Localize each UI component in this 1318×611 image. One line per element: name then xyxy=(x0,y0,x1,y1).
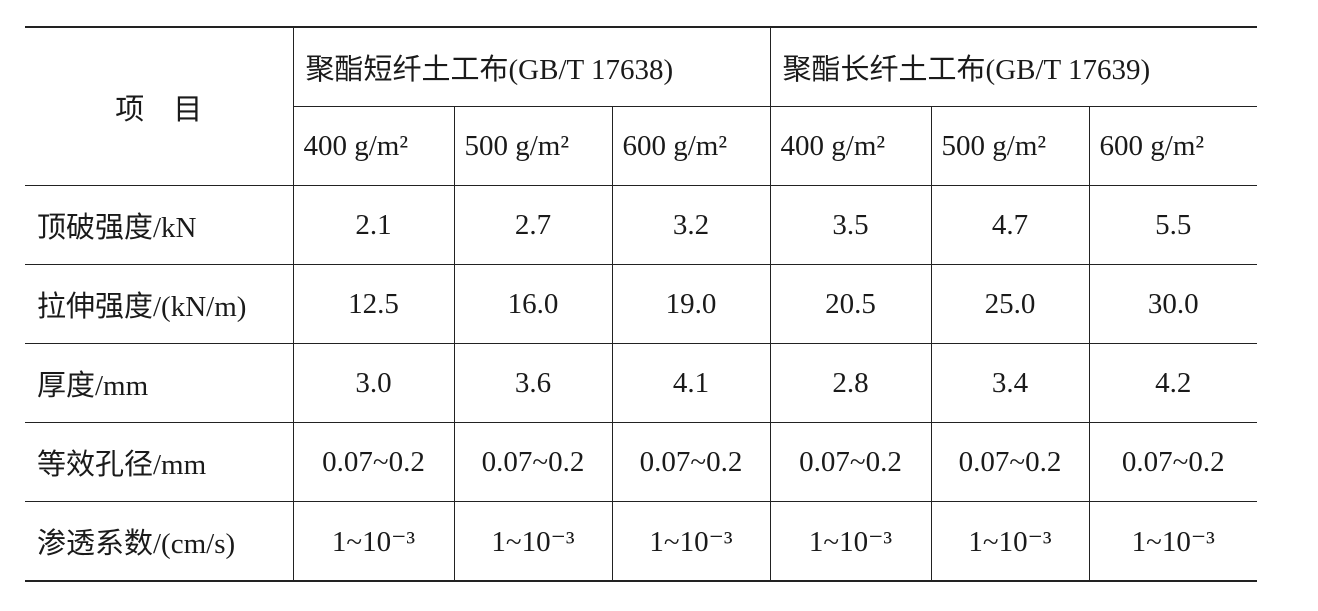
unit-header: 400 g/m² xyxy=(769,106,932,186)
group-header: 聚酯短纤土工布(GB/T 17638) xyxy=(292,26,771,107)
row-label: 厚度/mm xyxy=(25,343,294,423)
data-table: 项 目聚酯短纤土工布(GB/T 17638) 聚酯长纤土工布(GB/T 17639… xyxy=(25,26,1258,582)
cell: 19.0 xyxy=(611,264,771,344)
data-row: 渗透系数/(cm/s) 1~10⁻³ 1~10⁻³ 1~10⁻³ 1~10⁻³ 1~10⁻… xyxy=(25,501,1258,582)
cell: 0.07~0.2 xyxy=(292,422,455,502)
cell: 1~10⁻³ xyxy=(1088,501,1258,582)
cell: 1~10⁻³ xyxy=(769,501,932,582)
cell: 2.1 xyxy=(292,185,455,265)
cell: 0.07~0.2 xyxy=(769,422,932,502)
unit-header: 400 g/m² xyxy=(293,106,455,186)
cell: 3.0 xyxy=(292,343,455,423)
data-row: 等效孔径/mm 0.07~0.2 0.07~0.2 0.07~0.2 0.07~0.2 0… xyxy=(25,422,1258,502)
cell: 1~10⁻³ xyxy=(930,501,1090,582)
header-cell: 项 目 xyxy=(25,26,294,186)
cell: 30.0 xyxy=(1088,264,1258,344)
cell: 4.1 xyxy=(611,343,771,423)
row-label: 等效孔径/mm xyxy=(25,422,294,502)
data-row: 顶破强度/kN 2.1 2.7 3.2 3.5 4.7 5.5 xyxy=(25,185,1258,265)
row-label: 渗透系数/(cm/s) xyxy=(25,501,294,582)
cell: 1~10⁻³ xyxy=(453,501,613,582)
cell: 4.7 xyxy=(930,185,1090,265)
unit-header: 500 g/m² xyxy=(453,106,613,186)
data-row: 厚度/mm 3.0 3.6 4.1 2.8 3.4 4.2 xyxy=(25,343,1258,423)
header-row: 项 目聚酯短纤土工布(GB/T 17638) 聚酯长纤土工布(GB/T 17639… xyxy=(25,26,1258,186)
cell: 25.0 xyxy=(930,264,1090,344)
cell: 20.5 xyxy=(769,264,932,344)
cell: 0.07~0.2 xyxy=(1088,422,1258,502)
cell: 3.5 xyxy=(769,185,932,265)
unit-header: 500 g/m² xyxy=(930,106,1090,186)
unit-header: 600 g/m² xyxy=(1088,106,1258,186)
row-label: 顶破强度/kN xyxy=(25,185,294,265)
header-row: 400 g/m² 500 g/m² 600 g/m² 400 g/m² 500 g/m²… xyxy=(25,106,1258,186)
cell: 1~10⁻³ xyxy=(611,501,771,582)
cell: 3.2 xyxy=(611,185,771,265)
cell: 3.4 xyxy=(930,343,1090,423)
unit-header: 600 g/m² xyxy=(611,106,771,186)
row-label: 拉伸强度/(kN/m) xyxy=(25,264,294,344)
cell: 0.07~0.2 xyxy=(453,422,613,502)
table-body: 项 目聚酯短纤土工布(GB/T 17638) 聚酯长纤土工布(GB/T 17639… xyxy=(25,26,1258,582)
cell: 0.07~0.2 xyxy=(611,422,771,502)
cell: 1~10⁻³ xyxy=(292,501,455,582)
cell: 2.8 xyxy=(769,343,932,423)
cell: 4.2 xyxy=(1088,343,1258,423)
cell: 16.0 xyxy=(453,264,613,344)
cell: 3.6 xyxy=(453,343,613,423)
group-header: 聚酯长纤土工布(GB/T 17639) xyxy=(769,26,1258,107)
cell: 0.07~0.2 xyxy=(930,422,1090,502)
data-row: 拉伸强度/(kN/m) 12.5 16.0 19.0 20.5 25.0 30.0 xyxy=(25,264,1258,344)
cell: 12.5 xyxy=(292,264,455,344)
cell: 5.5 xyxy=(1088,185,1258,265)
cell: 2.7 xyxy=(453,185,613,265)
